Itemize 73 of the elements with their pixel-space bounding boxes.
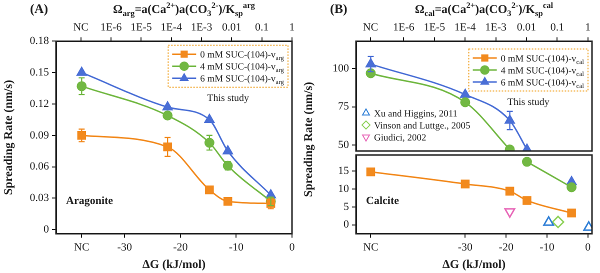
x2-tick-label: 1E-3 — [485, 21, 507, 34]
y-tick-label: 0.15 — [30, 66, 50, 78]
x2-tick-label: NC — [73, 21, 88, 34]
x2-tick-label: 1E-6 — [100, 21, 122, 34]
x-tick-label: NC — [363, 241, 378, 254]
point — [366, 167, 376, 176]
annotation: This study — [507, 97, 550, 108]
y-tick-label: 75 — [338, 100, 350, 113]
x2-tick-label: 1E-6 — [392, 21, 415, 34]
point — [505, 186, 514, 196]
y-tick-label: 0 — [344, 218, 350, 231]
x2-tick-label: 1E-5 — [130, 21, 152, 34]
y-axis-title: Spreading Rate (nm/s) — [1, 80, 15, 196]
x2-tick-label: 1E-4 — [454, 21, 476, 34]
annotation: This study — [207, 93, 250, 104]
x2-tick-label: 1E-5 — [424, 21, 446, 34]
y-tick-label: 0 — [44, 224, 50, 236]
x2-tick-label: 1E-3 — [190, 21, 213, 34]
x2-tick-label: NC — [362, 21, 378, 34]
x2-tick-label: 0.01 — [516, 21, 536, 34]
x-tick-label: 0 — [585, 241, 592, 254]
point — [163, 142, 172, 152]
x-tick-label: 0 — [289, 241, 296, 254]
y-tick-label: 50 — [338, 138, 350, 151]
x2-tick-label: 1E-4 — [160, 21, 183, 34]
x-axis-title: ΔG (kJ/mol) — [142, 257, 206, 271]
point — [162, 101, 173, 110]
point — [460, 97, 470, 108]
point — [543, 216, 554, 226]
x2-tick-label: 0.1 — [550, 21, 564, 34]
point — [205, 185, 214, 194]
point — [552, 216, 564, 228]
point — [223, 196, 232, 206]
x-tick-label: -10 — [540, 241, 555, 254]
point — [522, 156, 532, 167]
y-axis-title: Spreading Rate (nm/s) — [301, 82, 315, 197]
point — [222, 145, 234, 154]
x-tick-label: -10 — [228, 241, 244, 254]
point — [522, 196, 532, 205]
x-tick-label: -30 — [117, 241, 132, 254]
point — [460, 88, 470, 98]
annotation: Aragonite — [66, 194, 114, 207]
legend-label: Xu and Higgins, 2011 — [374, 110, 458, 120]
y-tick-label: 0.12 — [30, 98, 49, 110]
point — [583, 221, 592, 231]
y-tick-label: 100 — [332, 62, 350, 75]
y-tick-label: 10 — [338, 182, 350, 195]
legend-label: Vinson and Luttge., 2005 — [374, 122, 471, 132]
x-tick-label: NC — [74, 241, 90, 254]
point — [162, 110, 173, 121]
x2-tick-label: 1 — [289, 21, 295, 34]
x-tick-label: -20 — [173, 241, 188, 254]
y-tick-label: 0.03 — [30, 192, 50, 204]
x2-tick-label: 1 — [585, 21, 591, 34]
legend-label: Giudici, 2002 — [374, 134, 426, 144]
chart-title: (B) — [330, 1, 348, 16]
x-axis-title: ΔG (kJ/mol) — [442, 257, 506, 271]
point — [460, 180, 470, 188]
point — [76, 66, 87, 76]
x2-tick-label: 0.01 — [222, 21, 242, 34]
x-tick-label: -20 — [498, 241, 514, 254]
point — [204, 114, 215, 123]
x-tick-label: -30 — [458, 241, 474, 254]
x2-tick-label: 0.1 — [254, 21, 269, 34]
y-tick-label: 15 — [338, 165, 350, 178]
point — [566, 182, 577, 192]
y-tick-label: 0.09 — [30, 129, 50, 142]
point — [567, 208, 576, 218]
y-tick-label: 0.18 — [30, 35, 50, 48]
y-tick-label: 0.06 — [30, 160, 50, 173]
y-tick-label: 5 — [344, 200, 350, 213]
annotation: Calcite — [366, 194, 400, 207]
chart-title: (A) — [30, 1, 48, 16]
